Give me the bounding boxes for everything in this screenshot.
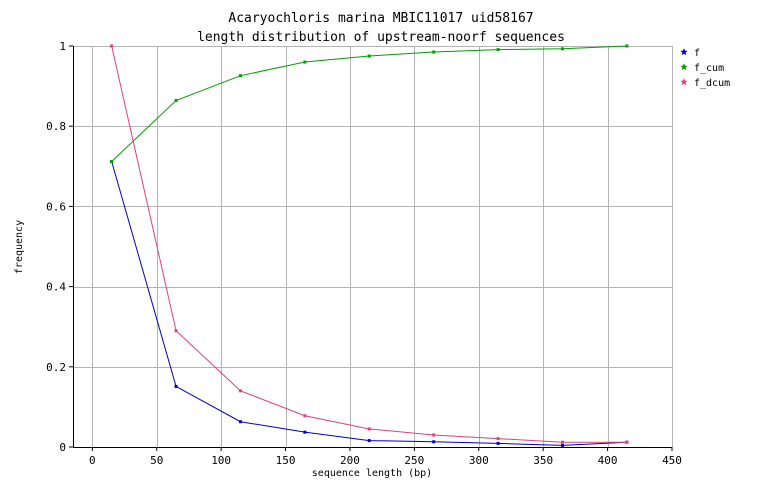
- y-axis-label: frequency: [14, 220, 25, 274]
- y-tick-label-5: 1: [59, 40, 66, 53]
- x-axis-label: sequence length (bp): [312, 468, 432, 479]
- data-point-f_cum-2: [238, 74, 242, 78]
- data-point-f-4: [367, 439, 371, 443]
- data-point-f-7: [561, 443, 565, 447]
- y-tick-label-3: 0.6: [46, 200, 66, 213]
- data-point-f-2: [238, 420, 242, 424]
- x-tick-label-4: 200: [340, 454, 360, 467]
- data-point-f_cum-6: [496, 48, 500, 52]
- data-point-f_dcum-5: [432, 433, 436, 437]
- data-point-f_cum-3: [303, 60, 307, 64]
- series-layer: [110, 44, 629, 447]
- x-tick-label-5: 250: [404, 454, 424, 467]
- data-point-f_cum-0: [110, 159, 114, 163]
- legend: f f_cum f_dcum: [680, 48, 730, 89]
- x-tick-label-2: 100: [211, 454, 231, 467]
- ticks-layer: 0 50 100 150 200 250 300 350 400 450 0 0.2 0.4 0.6 0.8…: [46, 40, 682, 467]
- data-point-f_dcum-8: [625, 440, 629, 444]
- x-tick-label-6: 300: [469, 454, 489, 467]
- x-tick-label-1: 50: [150, 454, 163, 467]
- axes-layer: [73, 46, 672, 448]
- series-line-f_cum: [111, 45, 627, 162]
- legend-item-f_cum: f_cum: [680, 63, 724, 74]
- y-tick-label-0: 0: [59, 441, 66, 454]
- data-point-f_dcum-1: [174, 329, 178, 333]
- chart-title: Acaryochloris marina MBIC11017 uid58167: [228, 11, 533, 26]
- data-point-f-3: [303, 430, 307, 434]
- x-tick-label-8: 400: [598, 454, 618, 467]
- data-point-f_cum-7: [561, 47, 565, 51]
- data-point-f_cum-5: [432, 50, 436, 54]
- series-line-f: [111, 161, 627, 446]
- legend-label-f_cum: f_cum: [694, 63, 724, 74]
- y-tick-label-1: 0.2: [46, 361, 66, 374]
- legend-item-f: f: [680, 48, 700, 59]
- legend-label-f_dcum: f_dcum: [694, 78, 730, 89]
- x-tick-label-3: 150: [276, 454, 296, 467]
- x-tick-label-7: 350: [533, 454, 553, 467]
- legend-marker-f_cum: [680, 63, 688, 71]
- y-tick-label-2: 0.4: [46, 281, 66, 294]
- x-tick-label-0: 0: [89, 454, 96, 467]
- legend-marker-f: [680, 48, 688, 56]
- legend-label-f: f: [694, 48, 700, 59]
- data-point-f-1: [174, 384, 178, 388]
- data-point-f_dcum-3: [303, 414, 307, 418]
- chart-subtitle: length distribution of upstream-noorf se…: [197, 30, 565, 45]
- x-tick-label-9: 450: [662, 454, 682, 467]
- data-point-f_dcum-6: [496, 437, 500, 441]
- data-point-f_cum-8: [625, 44, 629, 48]
- y-tick-label-4: 0.8: [46, 120, 66, 133]
- legend-item-f_dcum: f_dcum: [680, 78, 730, 89]
- data-point-f-5: [432, 440, 436, 444]
- grid-layer: [73, 46, 673, 448]
- series-f_dcum: [110, 44, 629, 444]
- data-point-f_cum-4: [367, 54, 371, 58]
- legend-marker-f_dcum: [680, 78, 688, 86]
- series-f_cum: [110, 44, 629, 163]
- data-point-f_cum-1: [174, 99, 178, 103]
- data-point-f_dcum-7: [561, 440, 565, 444]
- data-point-f_dcum-4: [367, 427, 371, 431]
- data-point-f_dcum-2: [238, 389, 242, 393]
- series-line-f_dcum: [111, 45, 627, 443]
- data-point-f_dcum-0: [110, 44, 114, 48]
- series-f: [110, 159, 629, 447]
- data-point-f-6: [496, 441, 500, 445]
